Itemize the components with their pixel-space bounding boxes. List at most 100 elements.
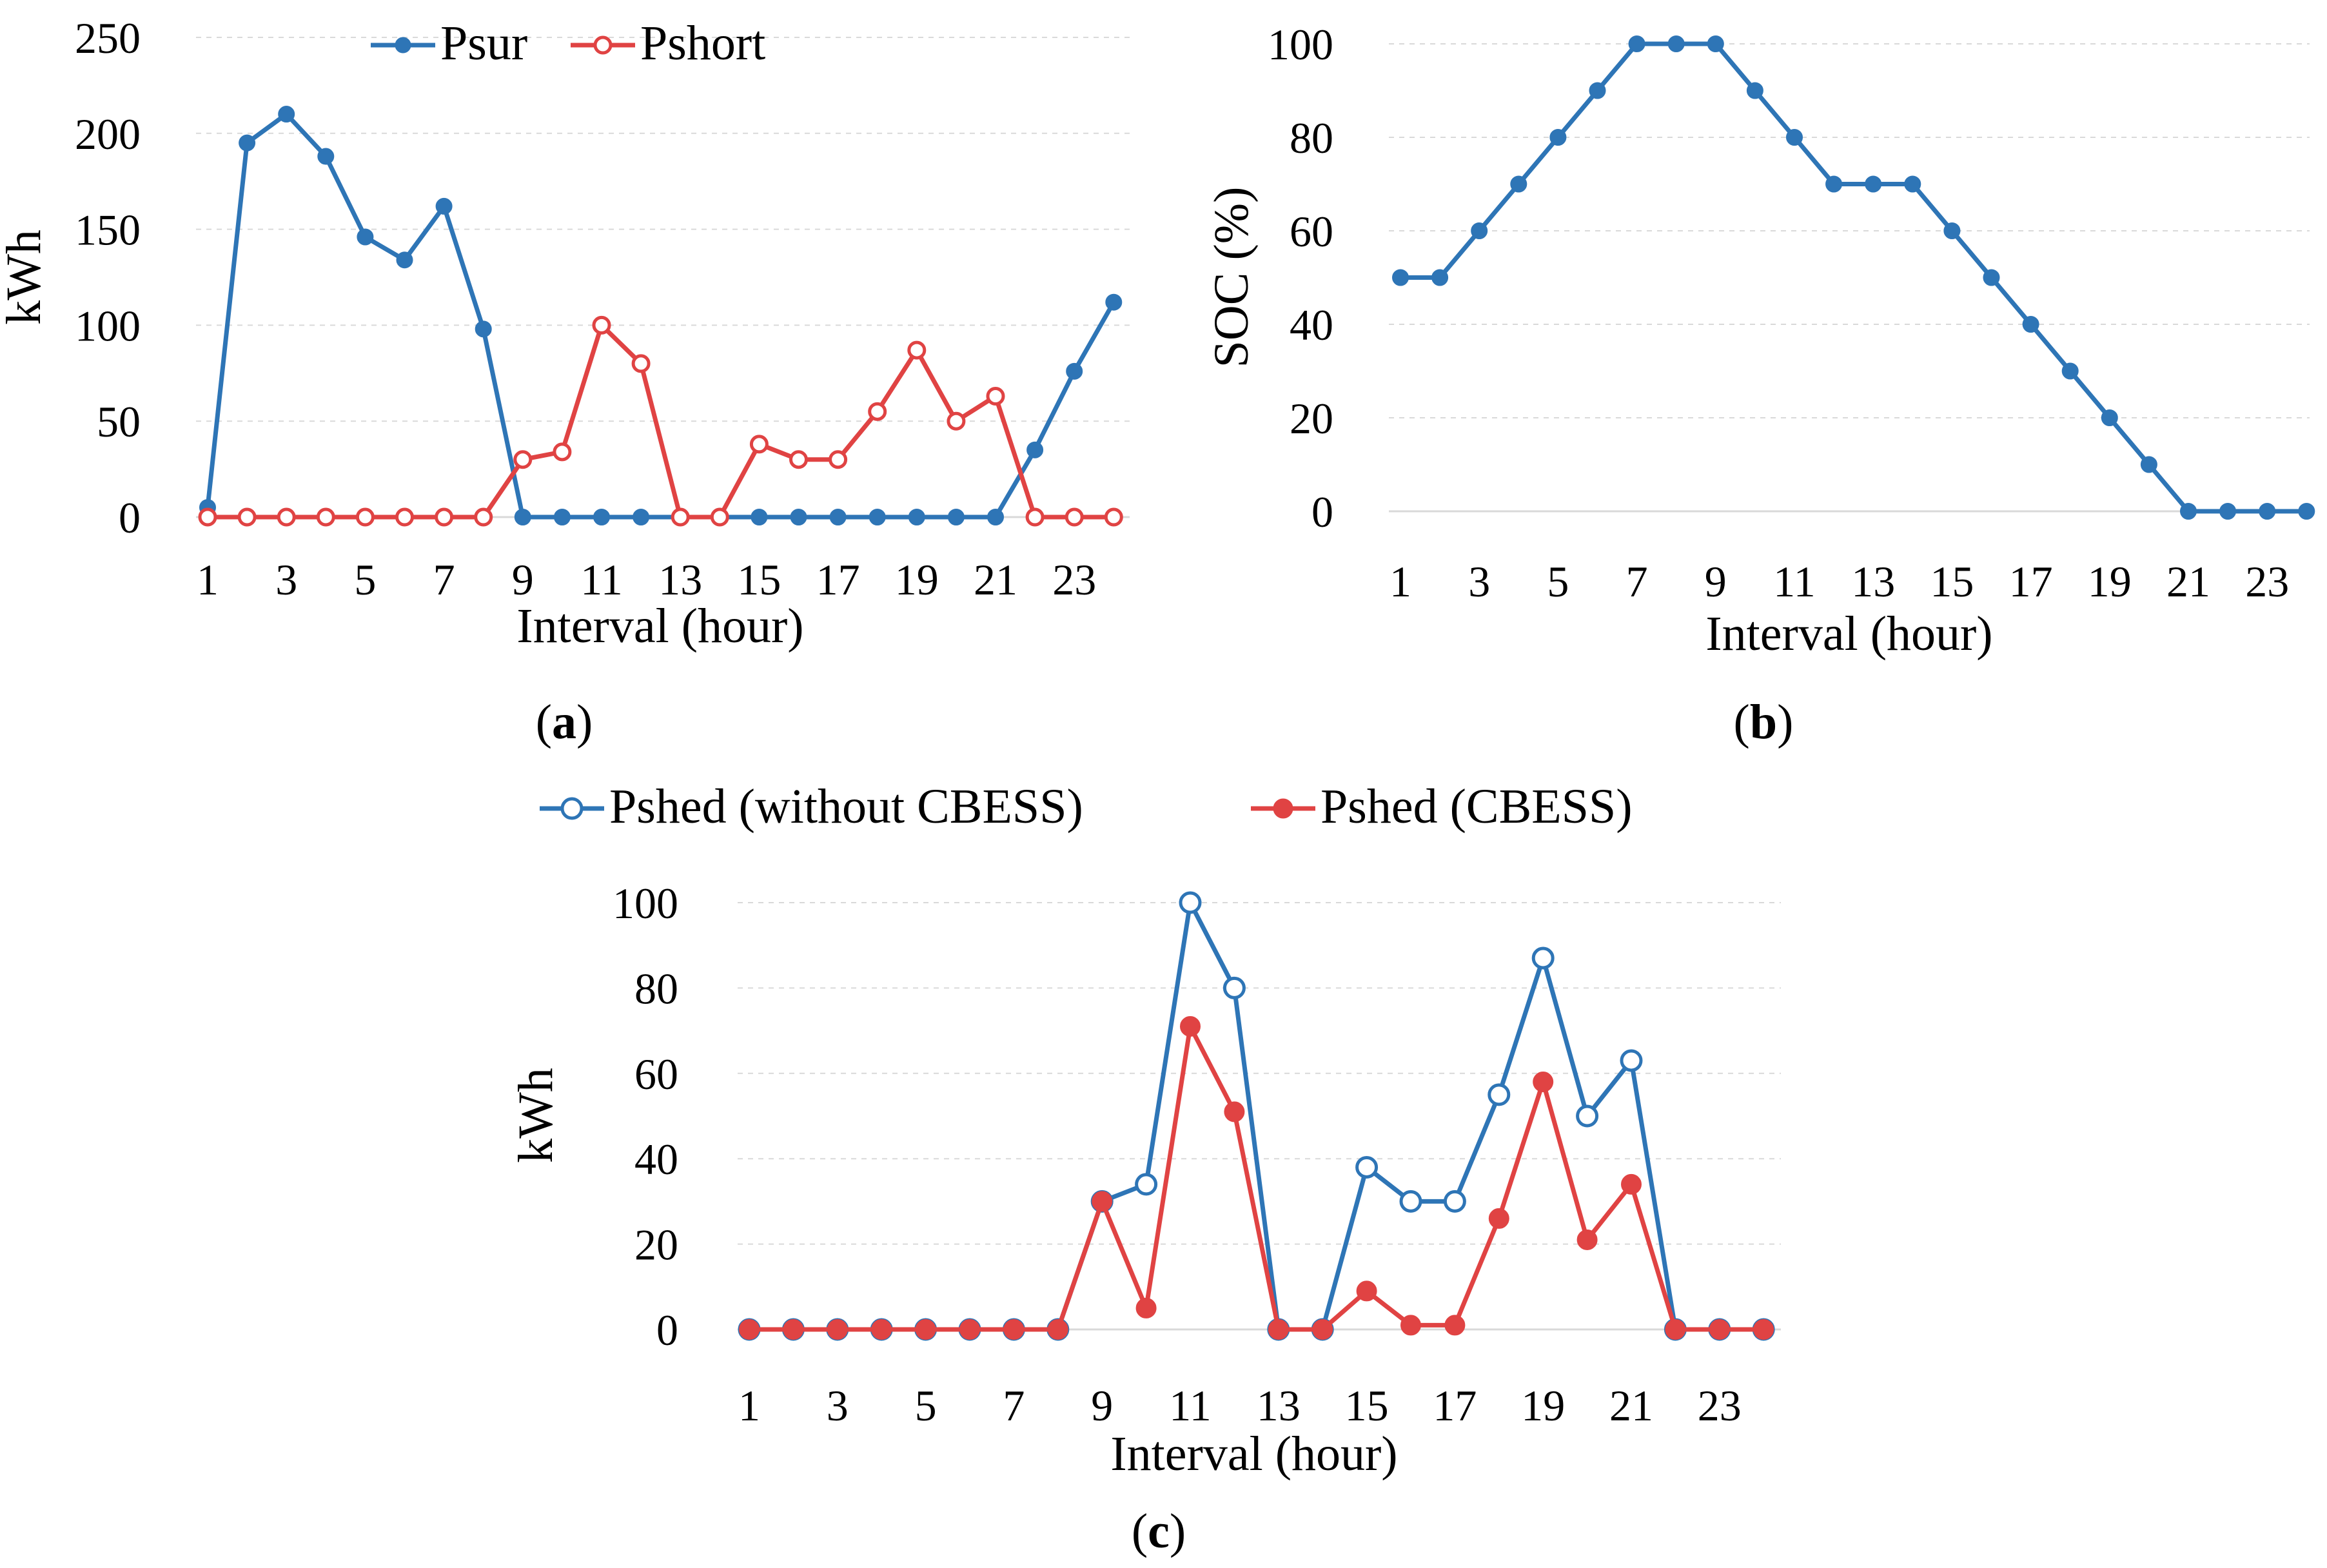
y-tick-label: 80: [1290, 113, 1333, 162]
x-tick-label: 13: [1851, 557, 1895, 606]
data-point: [1746, 82, 1763, 99]
y-tick-label: 60: [1290, 207, 1333, 256]
y-tick-label: 80: [634, 964, 678, 1013]
x-tick-label: 21: [2166, 557, 2210, 606]
x-tick-label: 1: [197, 555, 219, 604]
data-point: [1531, 946, 1555, 970]
data-point: [789, 450, 808, 469]
x-tick-label: 19: [895, 555, 939, 604]
x-axis-title: Interval (hour): [1705, 607, 1992, 661]
data-point: [1471, 222, 1488, 239]
x-tick-label: 3: [827, 1381, 849, 1430]
data-point: [2180, 503, 2197, 520]
data-point: [1549, 129, 1567, 146]
data-point: [871, 1319, 892, 1340]
y-tick-label: 0: [1311, 487, 1333, 536]
x-tick-label: 23: [2245, 557, 2289, 606]
data-point: [1665, 1319, 1686, 1340]
data-point: [1065, 507, 1084, 527]
y-tick-label: 0: [656, 1306, 678, 1355]
data-point: [1620, 1049, 1643, 1072]
x-tick-label: 21: [974, 555, 1017, 604]
data-point: [1400, 1315, 1421, 1336]
data-point: [1003, 1319, 1025, 1340]
x-tick-label: 7: [1626, 557, 1648, 606]
data-point: [1510, 175, 1527, 193]
x-tick-label: 3: [275, 555, 297, 604]
data-point: [1533, 1072, 1554, 1093]
data-point: [513, 450, 533, 469]
data-point: [237, 507, 257, 527]
data-point: [435, 197, 453, 215]
data-point: [631, 354, 651, 373]
data-point: [1709, 1319, 1730, 1340]
x-tick-label: 11: [1773, 557, 1815, 606]
y-tick-label: 200: [75, 110, 141, 159]
data-point: [1066, 362, 1083, 380]
data-point: [396, 251, 413, 269]
data-point: [868, 402, 887, 421]
data-point: [915, 1319, 936, 1340]
data-point: [1825, 175, 1843, 193]
x-tick-label: 1: [1389, 557, 1411, 606]
data-point: [1047, 1319, 1068, 1340]
x-tick-label: 15: [1345, 1381, 1389, 1430]
data-point: [829, 450, 848, 469]
x-tick-label: 17: [816, 555, 860, 604]
x-tick-label: 9: [1705, 557, 1727, 606]
data-point: [475, 320, 492, 338]
data-point: [1135, 1173, 1158, 1196]
data-point: [1786, 129, 1803, 146]
data-point: [1104, 507, 1123, 527]
x-tick-label: 13: [1257, 1381, 1301, 1430]
data-point: [710, 507, 729, 527]
data-point: [1621, 1173, 1642, 1195]
data-point: [2219, 503, 2237, 520]
data-point: [278, 106, 295, 123]
data-point: [907, 340, 927, 360]
data-point: [827, 1319, 848, 1340]
x-tick-label: 7: [1003, 1381, 1025, 1430]
data-point: [739, 1319, 760, 1340]
y-tick-label: 100: [613, 879, 678, 928]
legend-label: Pshort: [640, 16, 765, 70]
data-point: [593, 509, 610, 525]
data-point: [1135, 1297, 1157, 1318]
series-line-pshed-cbess-: [747, 1024, 1766, 1332]
data-point: [1488, 1083, 1511, 1106]
data-point: [1392, 269, 1409, 286]
data-point: [908, 509, 925, 525]
data-point: [2140, 456, 2157, 473]
data-point: [2298, 503, 2315, 520]
data-point: [1904, 175, 1921, 193]
x-tick-label: 9: [512, 555, 534, 604]
x-tick-label: 5: [354, 555, 376, 604]
data-point: [1431, 269, 1449, 286]
data-point: [2022, 316, 2039, 333]
data-point: [1865, 175, 1882, 193]
caption-c: (c): [1132, 1504, 1186, 1558]
data-point: [829, 509, 847, 525]
legend-label: Pshed (without CBESS): [609, 779, 1083, 834]
legend-marker: [1273, 798, 1293, 819]
data-point: [749, 435, 769, 454]
y-tick-label: 250: [75, 14, 141, 63]
data-point: [1628, 35, 1645, 52]
data-point: [395, 507, 414, 527]
x-tick-label: 5: [1547, 557, 1569, 606]
data-point: [1443, 1190, 1466, 1213]
data-point: [671, 507, 690, 527]
data-point: [1092, 1191, 1113, 1212]
x-tick-label: 19: [1521, 1381, 1565, 1430]
y-tick-label: 60: [634, 1050, 678, 1099]
x-tick-label: 11: [580, 555, 622, 604]
x-tick-label: 3: [1468, 557, 1490, 606]
data-point: [357, 228, 374, 246]
y-axis-title: kWh: [0, 230, 51, 325]
caption-b: (b): [1734, 695, 1794, 749]
series-line-pshed-without-cbess-: [747, 900, 1766, 1332]
legend-label: Psur: [440, 16, 527, 70]
x-tick-label: 7: [433, 555, 455, 604]
